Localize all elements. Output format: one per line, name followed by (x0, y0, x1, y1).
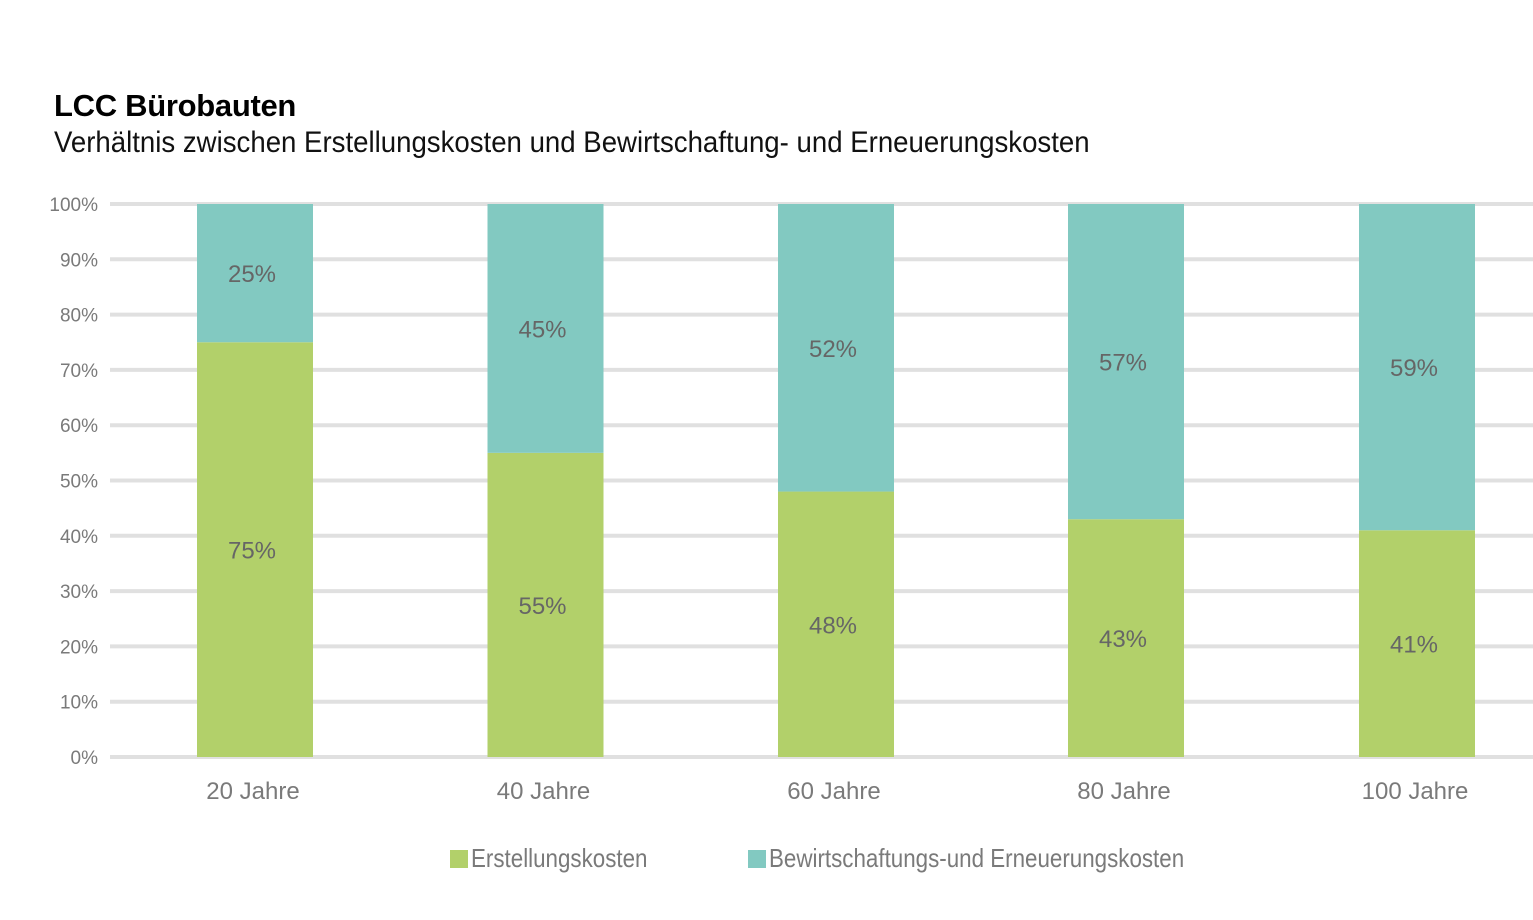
bar-segment-erstellungskosten (1359, 530, 1475, 757)
legend-label: Bewirtschaftungs-und Erneuerungskosten (769, 843, 1185, 873)
data-label: 52% (809, 336, 857, 363)
bar-segment-bewirtschaftungskosten (1068, 204, 1184, 520)
x-tick-label: 40 Jahre (497, 778, 590, 805)
y-tick-label: 90% (60, 250, 98, 271)
x-tick-label: 20 Jahre (206, 778, 299, 805)
y-tick-label: 80% (60, 306, 98, 327)
data-label: 57% (1099, 350, 1147, 377)
legend-swatch-erstellungskosten (450, 849, 468, 868)
data-label: 45% (518, 316, 566, 343)
legend-label: Erstellungskosten (471, 843, 648, 873)
bar-segment-erstellungskosten (778, 491, 894, 757)
data-label: 75% (228, 538, 276, 565)
x-tick-label: 80 Jahre (1077, 778, 1170, 805)
bar-segment-erstellungskosten (487, 452, 604, 757)
data-label: 41% (1390, 632, 1438, 659)
chart-subtitle: Verhältnis zwischen Erstellungskosten un… (54, 126, 1090, 159)
y-tick-label: 50% (60, 472, 98, 493)
y-tick-label: 0% (71, 748, 99, 769)
legend-item-erstellungskosten[interactable]: Erstellungskosten (450, 843, 676, 874)
bar-segment-bewirtschaftungskosten (197, 204, 313, 343)
bar-segment-erstellungskosten (1068, 519, 1184, 757)
bars (197, 204, 1475, 757)
data-label: 48% (809, 612, 857, 639)
y-tick-label: 60% (60, 416, 98, 437)
data-label: 25% (228, 261, 276, 288)
x-axis-ticks: 20 Jahre 40 Jahre 60 Jahre 80 Jahre 100 Jahr… (206, 778, 1468, 805)
legend-item-bewirtschaftungskosten[interactable]: Bewirtschaftungs-und Erneuerungskosten (748, 843, 1252, 874)
bar-segment-bewirtschaftungskosten (487, 204, 604, 453)
y-tick-label: 70% (60, 361, 98, 382)
legend: Erstellungskosten Bewirtschaftungs-und E… (450, 843, 1324, 874)
y-tick-label: 20% (60, 637, 98, 658)
bar-segment-bewirtschaftungskosten (1359, 204, 1475, 531)
bar-segment-bewirtschaftungskosten (778, 204, 894, 492)
y-tick-label: 30% (60, 582, 98, 603)
y-tick-label: 100% (49, 195, 98, 216)
chart-title: LCC Bürobauten (54, 88, 297, 123)
x-tick-label: 60 Jahre (787, 778, 880, 805)
y-axis-ticks: 0% 10% 20% 30% 40% 50% 60% 70% 80% 90% 100% (49, 195, 98, 769)
data-label: 55% (518, 593, 566, 620)
data-label: 43% (1099, 626, 1147, 653)
y-tick-label: 40% (60, 527, 98, 548)
data-labels: 75% 25% 55% 45% 48% 52% 43% 57% 41% 59% (228, 261, 1438, 659)
data-label: 59% (1390, 355, 1438, 382)
x-tick-label: 100 Jahre (1362, 778, 1469, 805)
bar-segment-erstellungskosten (197, 342, 313, 757)
y-tick-label: 10% (60, 693, 98, 714)
legend-swatch-bewirtschaftungskosten (748, 849, 767, 868)
